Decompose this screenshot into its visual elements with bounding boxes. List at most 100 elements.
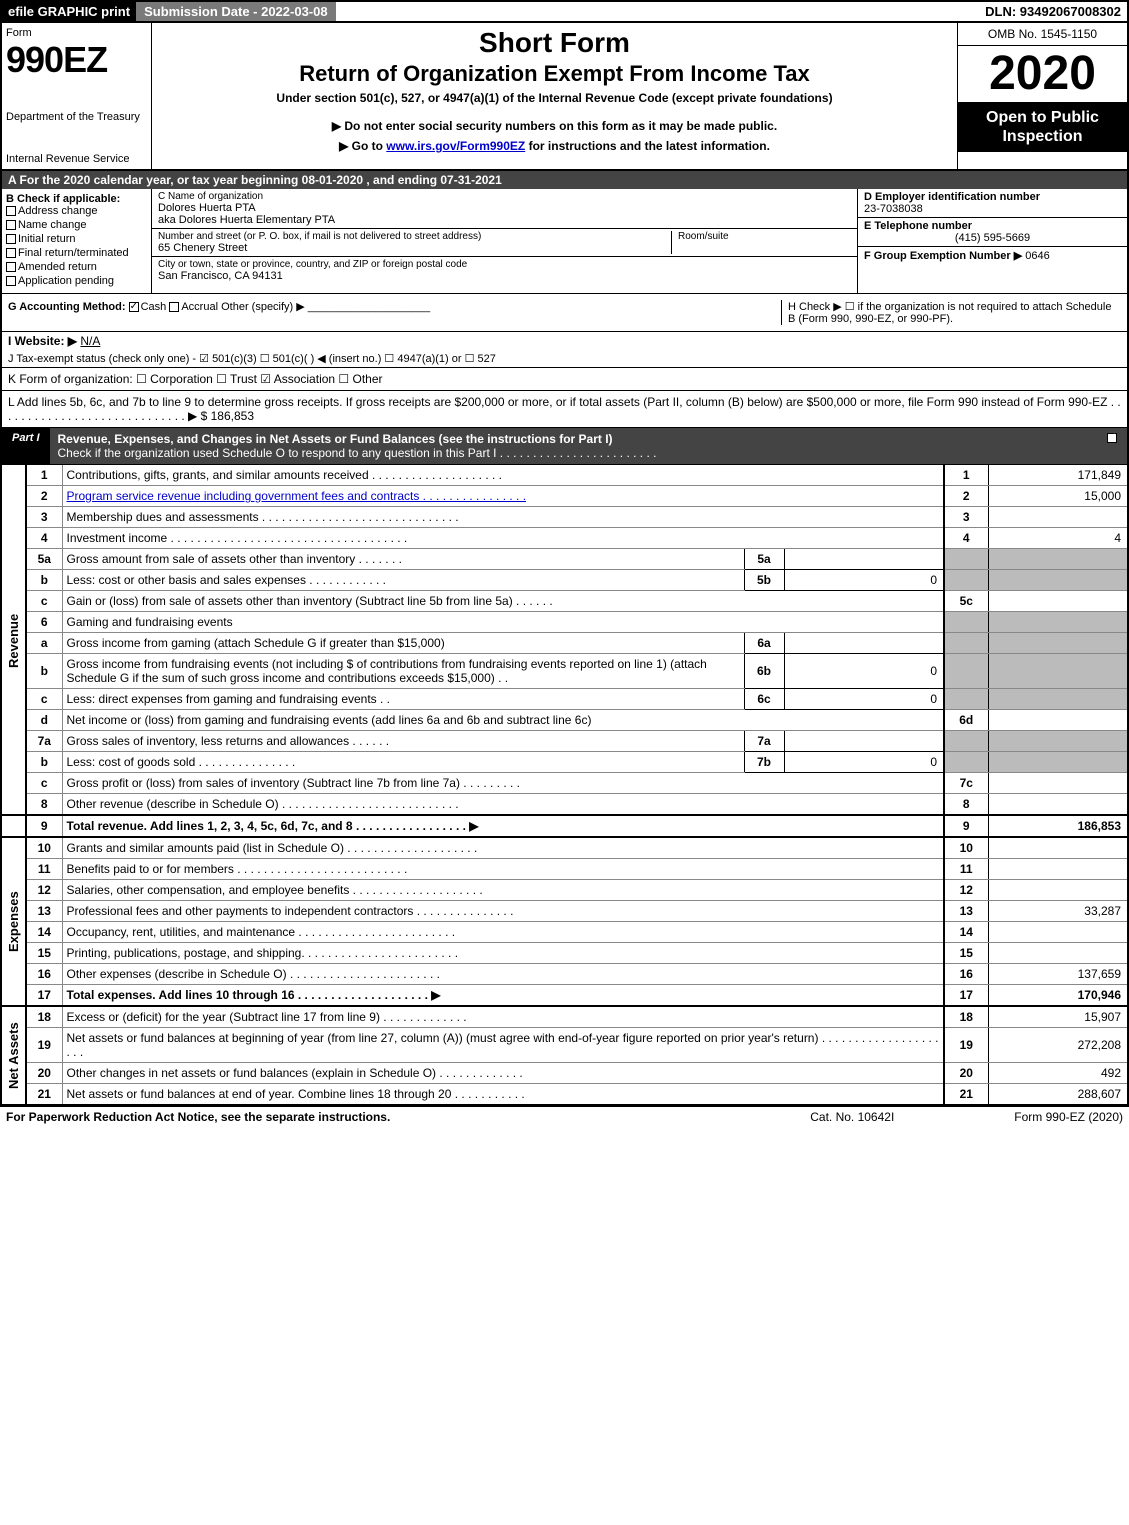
line-6: 6 Gaming and fundraising events xyxy=(1,612,1128,633)
short-form-title: Short Form xyxy=(162,27,947,59)
line-18: Net Assets 18 Excess or (deficit) for th… xyxy=(1,1006,1128,1028)
submission-date: Submission Date - 2022-03-08 xyxy=(136,2,336,21)
grp-label: F Group Exemption Number ▶ xyxy=(864,250,1022,262)
org-address: 65 Chenery Street xyxy=(158,242,671,254)
line-14: 14 Occupancy, rent, utilities, and maint… xyxy=(1,922,1128,943)
chk-cash[interactable] xyxy=(129,302,139,312)
g-label: G Accounting Method: xyxy=(8,301,126,313)
line-17: 17 Total expenses. Add lines 10 through … xyxy=(1,985,1128,1007)
omb-number: OMB No. 1545-1150 xyxy=(958,23,1127,46)
line-21: 21 Net assets or fund balances at end of… xyxy=(1,1084,1128,1106)
b-title: B Check if applicable: xyxy=(6,193,147,205)
line-5b: b Less: cost or other basis and sales ex… xyxy=(1,570,1128,591)
chk-name-change[interactable]: Name change xyxy=(6,219,147,231)
irs: Internal Revenue Service xyxy=(6,153,147,165)
form-header: Form 990EZ Department of the Treasury In… xyxy=(0,23,1129,171)
room-suite: Room/suite xyxy=(671,231,851,254)
line-3: 3 Membership dues and assessments . . . … xyxy=(1,507,1128,528)
goto-instructions: ▶ Go to www.irs.gov/Form990EZ for instru… xyxy=(162,139,947,153)
chk-initial-return[interactable]: Initial return xyxy=(6,233,147,245)
top-bar: efile GRAPHIC print Submission Date - 20… xyxy=(0,0,1129,23)
line-19: 19 Net assets or fund balances at beginn… xyxy=(1,1028,1128,1063)
org-city-block: City or town, state or province, country… xyxy=(152,257,857,284)
form-word: Form xyxy=(6,27,147,39)
org-address-block: Number and street (or P. O. box, if mail… xyxy=(152,229,857,257)
department: Department of the Treasury xyxy=(6,111,147,123)
org-city: San Francisco, CA 94131 xyxy=(158,270,851,282)
line-7a: 7a Gross sales of inventory, less return… xyxy=(1,731,1128,752)
dln: DLN: 93492067008302 xyxy=(979,2,1127,21)
line-2: 2 Program service revenue including gove… xyxy=(1,486,1128,507)
city-label: City or town, state or province, country… xyxy=(158,259,851,270)
website-value: N/A xyxy=(80,334,100,348)
chk-amended-return[interactable]: Amended return xyxy=(6,261,147,273)
section-b: B Check if applicable: Address change Na… xyxy=(2,189,152,293)
row-a-tax-year: A For the 2020 calendar year, or tax yea… xyxy=(0,171,1129,189)
row-g-h: G Accounting Method: Cash Accrual Other … xyxy=(0,294,1129,332)
under-section: Under section 501(c), 527, or 4947(a)(1)… xyxy=(162,91,947,105)
chk-final-return[interactable]: Final return/terminated xyxy=(6,247,147,259)
efile-label: efile GRAPHIC print xyxy=(2,2,136,21)
org-name: Dolores Huerta PTA xyxy=(158,202,851,214)
line-5a: 5a Gross amount from sale of assets othe… xyxy=(1,549,1128,570)
ein-value: 23-7038038 xyxy=(864,203,1121,215)
ein-block: D Employer identification number 23-7038… xyxy=(858,189,1127,218)
org-name-block: C Name of organization Dolores Huerta PT… xyxy=(152,189,857,229)
addr-label: Number and street (or P. O. box, if mail… xyxy=(158,231,671,242)
header-center: Short Form Return of Organization Exempt… xyxy=(152,23,957,169)
i-label: I Website: ▶ xyxy=(8,334,77,348)
line-20: 20 Other changes in net assets or fund b… xyxy=(1,1063,1128,1084)
line-2-link[interactable]: Program service revenue including govern… xyxy=(67,489,527,503)
ssn-warning: ▶ Do not enter social security numbers o… xyxy=(162,119,947,133)
line-6a: a Gross income from gaming (attach Sched… xyxy=(1,633,1128,654)
line-7c: c Gross profit or (loss) from sales of i… xyxy=(1,773,1128,794)
header-right: OMB No. 1545-1150 2020 Open to Public In… xyxy=(957,23,1127,169)
part-1-schedule-o-check[interactable] xyxy=(1099,428,1127,464)
chk-application-pending[interactable]: Application pending xyxy=(6,275,147,287)
expenses-side-label: Expenses xyxy=(1,837,26,1006)
line-4: 4 Investment income . . . . . . . . . . … xyxy=(1,528,1128,549)
line-16: 16 Other expenses (describe in Schedule … xyxy=(1,964,1128,985)
g-accounting: G Accounting Method: Cash Accrual Other … xyxy=(8,300,781,325)
line-10: Expenses 10 Grants and similar amounts p… xyxy=(1,837,1128,859)
row-k-form-org: K Form of organization: ☐ Corporation ☐ … xyxy=(0,368,1129,391)
line-7b: b Less: cost of goods sold . . . . . . .… xyxy=(1,752,1128,773)
note2-post: for instructions and the latest informat… xyxy=(525,139,770,153)
irs-link[interactable]: www.irs.gov/Form990EZ xyxy=(386,139,525,153)
line-6c: c Less: direct expenses from gaming and … xyxy=(1,689,1128,710)
tel-value: (415) 595-5669 xyxy=(864,232,1121,244)
note2-pre: ▶ Go to xyxy=(339,139,386,153)
cat-number: Cat. No. 10642I xyxy=(810,1110,894,1124)
tax-year: 2020 xyxy=(958,46,1127,102)
h-schedule-b: H Check ▶ ☐ if the organization is not r… xyxy=(781,300,1121,325)
return-title: Return of Organization Exempt From Incom… xyxy=(162,61,947,87)
line-11: 11 Benefits paid to or for members . . .… xyxy=(1,859,1128,880)
net-assets-side-label: Net Assets xyxy=(1,1006,26,1105)
chk-accrual[interactable] xyxy=(169,302,179,312)
line-6d: d Net income or (loss) from gaming and f… xyxy=(1,710,1128,731)
section-d-e-f: D Employer identification number 23-7038… xyxy=(857,189,1127,293)
line-12: 12 Salaries, other compensation, and emp… xyxy=(1,880,1128,901)
line-6b: b Gross income from fundraising events (… xyxy=(1,654,1128,689)
paperwork-notice: For Paperwork Reduction Act Notice, see … xyxy=(6,1110,390,1124)
open-public: Open to Public Inspection xyxy=(958,102,1127,152)
row-l-gross-receipts: L Add lines 5b, 6c, and 7b to line 9 to … xyxy=(0,391,1129,428)
form-footer: Form 990-EZ (2020) xyxy=(1014,1110,1123,1124)
chk-address-change[interactable]: Address change xyxy=(6,205,147,217)
part-1-table: Revenue 1 Contributions, gifts, grants, … xyxy=(0,465,1129,1106)
grp-value: 0646 xyxy=(1025,250,1049,262)
line-13: 13 Professional fees and other payments … xyxy=(1,901,1128,922)
group-exemption-block: F Group Exemption Number ▶ 0646 xyxy=(858,247,1127,264)
form-number: 990EZ xyxy=(6,39,147,81)
row-j-tax-exempt: J Tax-exempt status (check only one) - ☑… xyxy=(0,350,1129,368)
header-left: Form 990EZ Department of the Treasury In… xyxy=(2,23,152,169)
telephone-block: E Telephone number (415) 595-5669 xyxy=(858,218,1127,247)
section-b-through-f: B Check if applicable: Address change Na… xyxy=(0,189,1129,294)
ein-label: D Employer identification number xyxy=(864,191,1121,203)
line-5c: c Gain or (loss) from sale of assets oth… xyxy=(1,591,1128,612)
part-1-header: Part I Revenue, Expenses, and Changes in… xyxy=(0,428,1129,465)
org-aka: aka Dolores Huerta Elementary PTA xyxy=(158,214,851,226)
part-1-label: Part I xyxy=(2,428,50,464)
line-9: 9 Total revenue. Add lines 1, 2, 3, 4, 5… xyxy=(1,815,1128,837)
part-1-title: Revenue, Expenses, and Changes in Net As… xyxy=(50,428,1099,464)
